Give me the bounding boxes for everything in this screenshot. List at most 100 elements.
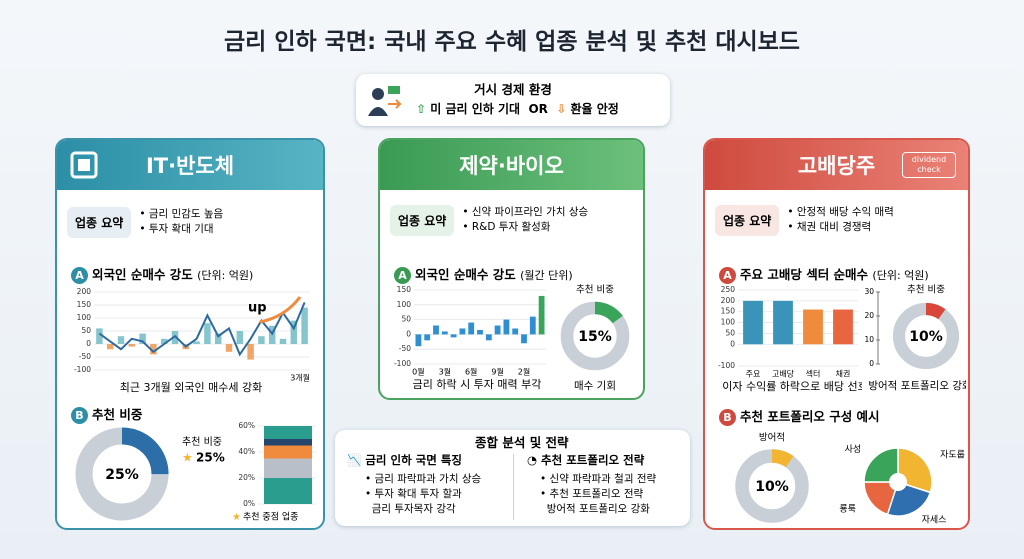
strategy-item: 투자 확대 투자 할과 xyxy=(374,488,462,500)
sector-card: 제약·바이오 업종 요약 • 신약 파이프라인 가치 상승 • R&D 투자 활성… xyxy=(378,138,645,400)
y-tick-label: 100 xyxy=(77,313,92,322)
bar-segment xyxy=(264,445,312,459)
bar xyxy=(743,300,763,345)
y-tick-label: -50 xyxy=(399,344,411,353)
bar xyxy=(117,336,125,344)
bar xyxy=(193,341,200,344)
y-tick-label: 60% xyxy=(238,421,255,430)
bar xyxy=(529,316,536,335)
section-badge: A xyxy=(71,267,88,284)
x-tick-label: 6월 xyxy=(465,367,477,377)
summary: 업종 요약 • 안정적 배당 수익 매력 • 채권 대비 경쟁력 xyxy=(715,200,958,240)
strategy-list: • 금리 파락파과 가치 상승 • 투자 확대 투자 할과 금리 투자목자 강각 xyxy=(365,473,482,515)
y-tick-label: 20 xyxy=(864,311,874,320)
dividend-icon: dividend check xyxy=(902,152,956,178)
x-tick-label: 9월 xyxy=(491,367,503,377)
y-tick-label: 50 xyxy=(725,328,735,337)
y-tick-label: 150 xyxy=(721,307,736,316)
bar-segment xyxy=(264,458,312,478)
x-tick-label: 섹터 xyxy=(806,370,821,379)
macro-or: OR xyxy=(528,102,548,116)
bar xyxy=(803,309,823,345)
bar xyxy=(415,334,422,347)
donut-arc xyxy=(892,302,960,370)
bar xyxy=(150,344,157,355)
donut-arc xyxy=(75,427,169,521)
arrow xyxy=(259,296,302,324)
bar xyxy=(538,295,545,335)
strategy-heading-text: 추천 포트폴리오 전략 xyxy=(541,453,645,467)
section-badge: B xyxy=(719,409,736,426)
bar xyxy=(236,331,244,344)
donut-arc xyxy=(560,301,630,371)
donut-value: 15% xyxy=(578,329,612,345)
summary-label: 업종 요약 xyxy=(715,204,780,236)
section-heading: A 외국인 순매수 강도 (단위: 억원) xyxy=(71,264,253,284)
bar xyxy=(128,344,136,347)
section-heading: B 추천 포트폴리오 구성 예시 xyxy=(719,406,880,426)
summary-item: 금리 민감도 높음 xyxy=(148,208,224,220)
y-tick-label: 0 xyxy=(86,339,91,348)
pie-slice xyxy=(863,447,899,483)
sector-header: 고배당주 xyxy=(705,140,968,190)
section-title: 주요 고배당 섹터 순매수 xyxy=(740,267,869,282)
strategy-box: 종합 분석 및 전략 📉 금리 인하 국면 특징 • 금리 파락파과 가치 상승… xyxy=(335,430,690,526)
y-tick-label: 100 xyxy=(397,300,412,309)
chart: 0% 20% 40% 60% ★ 추천 중점 업종 xyxy=(232,421,316,523)
section-unit: (월간 단위) xyxy=(520,269,573,282)
bar-segment xyxy=(264,426,312,439)
page-title: 금리 인하 국면: 국내 주요 수혜 업종 분석 및 추천 대시보드 xyxy=(224,29,800,55)
bar xyxy=(424,334,431,341)
summary-item: 채권 대비 경쟁력 xyxy=(796,221,872,233)
donut-value: 25% xyxy=(105,467,139,483)
section-title: 외국인 순매수 강도 xyxy=(415,267,516,282)
bar xyxy=(503,319,510,335)
y-tick-label: 40% xyxy=(238,447,255,456)
section-title: 외국인 순매수 강도 xyxy=(92,267,193,282)
section-badge: B xyxy=(71,407,88,424)
sector-header: IT·반도체 xyxy=(57,140,323,190)
chart: 10% 방어적 xyxy=(735,432,809,523)
pie-slice xyxy=(863,481,900,516)
strategy-heading: 📉 금리 인하 국면 특징 xyxy=(347,453,462,467)
caption: 금리 하락 시 투자 매력 부각 xyxy=(413,377,542,391)
y-tick-label: 30 xyxy=(864,287,874,296)
summary: 업종 요약 • 금리 민감도 높음 • 투자 확대 기대 xyxy=(67,202,313,242)
section-title: 추천 포트폴리오 구성 예시 xyxy=(740,409,880,424)
bar xyxy=(773,300,793,345)
x-tick-label: 0월 xyxy=(412,367,424,377)
y-tick-label: 0 xyxy=(869,359,874,368)
divider xyxy=(513,454,514,520)
donut-value: 10% xyxy=(909,329,943,345)
bar xyxy=(247,344,254,360)
y-tick-label: 250 xyxy=(721,285,736,294)
summary-item: 안정적 배당 수익 매력 xyxy=(796,206,894,218)
donut-label: 추천 비중 xyxy=(576,285,614,296)
x-tick-label: 2월 xyxy=(518,367,530,377)
pie-center xyxy=(889,473,907,491)
chip-icon xyxy=(70,151,98,179)
section-badge: A xyxy=(719,267,736,284)
donut-label: 추천 비중 xyxy=(907,285,945,296)
bar xyxy=(214,333,222,344)
summary-item: R&D 투자 활성화 xyxy=(471,221,551,233)
bar xyxy=(290,320,298,344)
summary: 업종 요약 • 신약 파이프라인 가치 상승 • R&D 투자 활성화 xyxy=(390,200,633,240)
bar xyxy=(468,322,475,335)
macro-title: 거시 경제 환경 xyxy=(474,82,552,97)
y-tick-label: 100 xyxy=(721,318,736,327)
donut-value: 10% xyxy=(755,479,789,495)
caption: 방어적 포트폴리오 강화 xyxy=(868,380,966,392)
pie-label: 자세스 xyxy=(922,515,947,526)
y-tick-label: 0% xyxy=(243,499,255,508)
summary-label: 업종 요약 xyxy=(67,206,132,238)
line xyxy=(98,302,306,357)
x-tick-label: 3월 xyxy=(439,367,451,377)
y-tick-label: 200 xyxy=(77,287,92,296)
y-tick-label: -100 xyxy=(718,361,735,370)
